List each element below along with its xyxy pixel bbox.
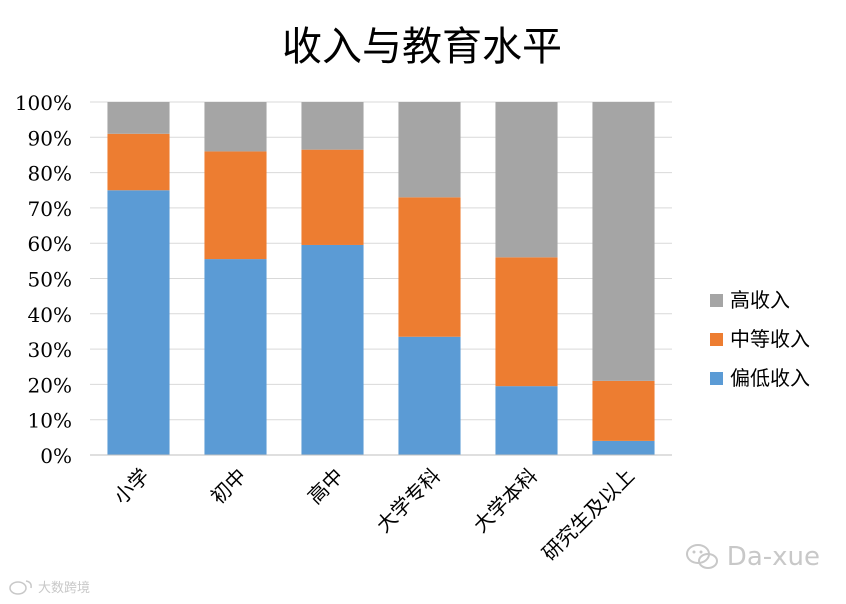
bar-segment bbox=[204, 259, 267, 455]
bar-segment bbox=[495, 386, 558, 455]
bar-segment bbox=[398, 336, 461, 455]
bar-segment bbox=[301, 149, 364, 245]
x-tick-label: 研究生及以上 bbox=[537, 464, 639, 566]
y-tick-label: 20% bbox=[28, 373, 72, 397]
bar-segment bbox=[301, 244, 364, 455]
legend-swatch bbox=[710, 333, 723, 346]
bar-segment bbox=[398, 102, 461, 198]
bar-segment bbox=[107, 102, 170, 134]
legend-swatch bbox=[710, 372, 723, 385]
y-tick-label: 90% bbox=[28, 126, 72, 150]
y-tick-label: 0% bbox=[40, 444, 72, 468]
legend-label: 偏低收入 bbox=[730, 366, 810, 390]
bar-segment bbox=[301, 102, 364, 150]
bar-segment bbox=[495, 102, 558, 258]
gridlines bbox=[90, 101, 672, 421]
watermark-dashu-text: 大数跨境 bbox=[38, 581, 91, 596]
bar-segment bbox=[107, 133, 170, 191]
y-tick-label: 10% bbox=[28, 409, 72, 433]
y-tick-label: 40% bbox=[28, 303, 72, 327]
bar-segment bbox=[204, 151, 267, 260]
bar-segment bbox=[495, 257, 558, 387]
x-tick-label: 高中 bbox=[303, 464, 348, 509]
legend-label: 高收入 bbox=[730, 288, 790, 312]
y-tick-label: 30% bbox=[28, 338, 72, 362]
x-tick-label: 大学专科 bbox=[371, 464, 445, 538]
watermark-daxue-text: Da-xue bbox=[726, 542, 820, 572]
x-tick-label: 小学 bbox=[109, 464, 154, 509]
chart-title: 收入与教育水平 bbox=[282, 24, 562, 70]
bar-segment bbox=[592, 380, 655, 441]
bar-segment bbox=[398, 197, 461, 337]
bar-segment bbox=[592, 440, 655, 455]
y-tick-label: 70% bbox=[28, 197, 72, 221]
bar-segment bbox=[107, 190, 170, 455]
legend-swatch bbox=[710, 294, 723, 307]
weibo-icon bbox=[9, 579, 32, 595]
y-tick-label: 80% bbox=[28, 162, 72, 186]
x-tick-label: 大学本科 bbox=[468, 464, 542, 538]
y-tick-label: 100% bbox=[15, 91, 72, 115]
legend-label: 中等收入 bbox=[730, 327, 810, 351]
bar-segment bbox=[204, 102, 267, 152]
bar-segment bbox=[592, 102, 655, 381]
bars bbox=[107, 102, 655, 455]
x-tick-label: 初中 bbox=[206, 464, 251, 509]
watermark-dashu: 大数跨境 bbox=[8, 577, 90, 596]
y-tick-label: 60% bbox=[28, 232, 72, 256]
y-tick-label: 50% bbox=[28, 268, 72, 292]
y-axis-tick-labels: 0% 10% 20% 30% 40% 50% 60% 70% 80% 90% 100% bbox=[15, 91, 72, 468]
watermark-daxue: Da-xue bbox=[685, 542, 820, 572]
wechat-icon bbox=[685, 544, 718, 569]
